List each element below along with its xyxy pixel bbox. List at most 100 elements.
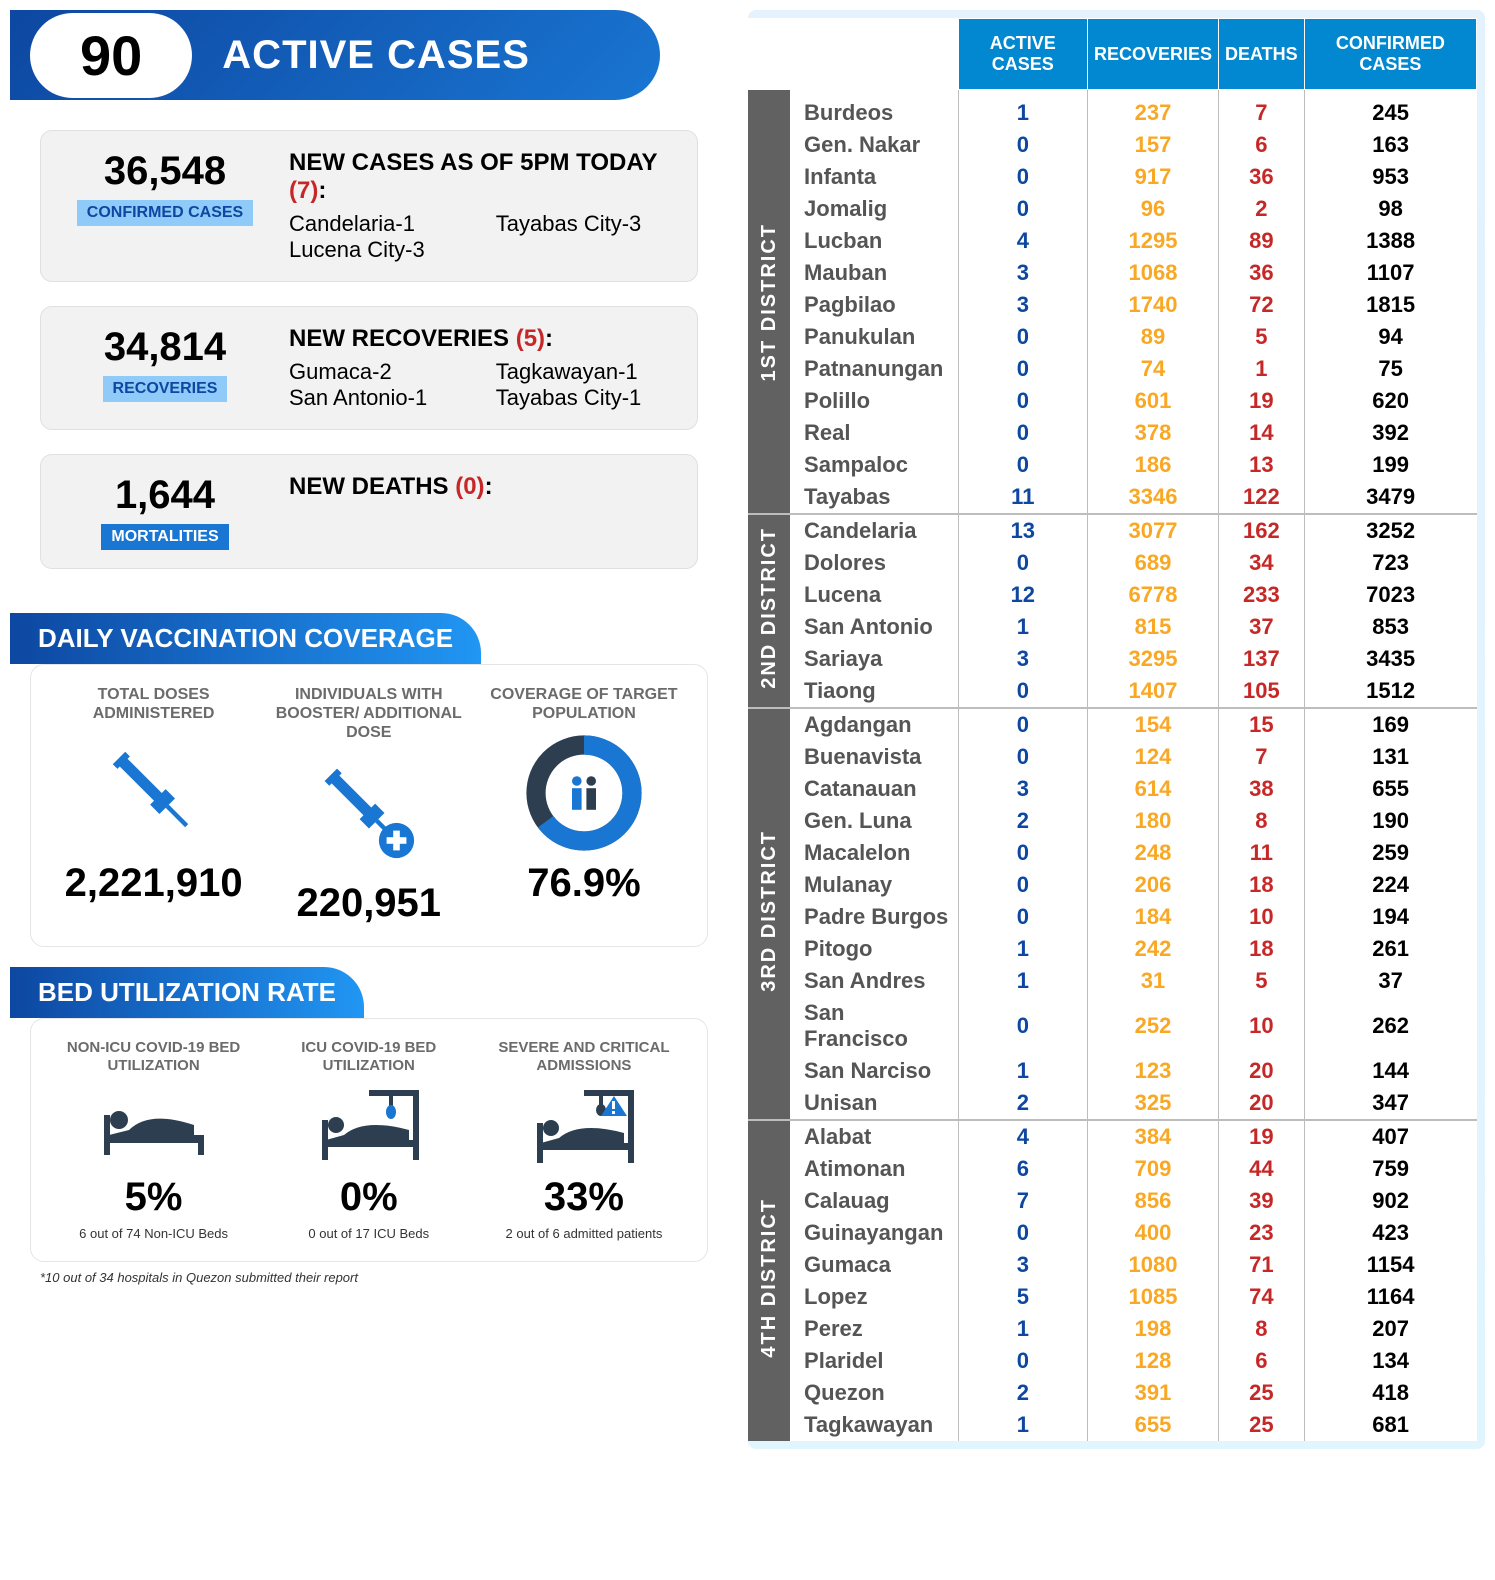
district-header: 4TH DISTRICT: [748, 1120, 790, 1441]
table-cell: 1154: [1304, 1249, 1476, 1281]
table-cell: 0: [958, 547, 1087, 579]
table-row: Pagbilao31740721815: [748, 289, 1476, 321]
table-cell: 815: [1087, 611, 1218, 643]
bed-section-title: BED UTILIZATION RATE: [10, 967, 364, 1018]
table-row: Pitogo124218261: [748, 933, 1476, 965]
table-cell: 1: [958, 611, 1087, 643]
table-cell: 347: [1304, 1087, 1476, 1120]
table-cell: 94: [1304, 321, 1476, 353]
table-cell: 1512: [1304, 675, 1476, 708]
list-item: Lucena City-3: [289, 237, 466, 263]
table-cell: 620: [1304, 385, 1476, 417]
table-cell: 1: [958, 1055, 1087, 1087]
table-cell: 18: [1219, 933, 1305, 965]
table-cell: 20: [1219, 1055, 1305, 1087]
district-header: 3RD DISTRICT: [748, 708, 790, 1120]
table-row: Tiaong014071051512: [748, 675, 1476, 708]
table-row: Patnanungan074175: [748, 353, 1476, 385]
table-cell: 902: [1304, 1185, 1476, 1217]
table-cell: San Antonio: [790, 611, 958, 643]
table-cell: 0: [958, 449, 1087, 481]
table-cell: 1: [1219, 353, 1305, 385]
table-cell: 0: [958, 869, 1087, 901]
table-cell: 206: [1087, 869, 1218, 901]
table-cell: 601: [1087, 385, 1218, 417]
table-cell: Pitogo: [790, 933, 958, 965]
table-cell: 186: [1087, 449, 1218, 481]
table-cell: 180: [1087, 805, 1218, 837]
table-cell: Macalelon: [790, 837, 958, 869]
table-cell: Infanta: [790, 161, 958, 193]
table-cell: 325: [1087, 1087, 1218, 1120]
table-cell: 11: [1219, 837, 1305, 869]
table-cell: 36: [1219, 257, 1305, 289]
table-row: Gumaca31080711154: [748, 1249, 1476, 1281]
table-cell: 6: [958, 1153, 1087, 1185]
table-cell: 1740: [1087, 289, 1218, 321]
table-cell: Mulanay: [790, 869, 958, 901]
table-row: Mulanay020618224: [748, 869, 1476, 901]
table-cell: 7: [958, 1185, 1087, 1217]
table-row: Gen. Luna21808190: [748, 805, 1476, 837]
vax-booster: INDIVIDUALS WITH BOOSTER/ ADDITIONAL DOS…: [266, 685, 471, 926]
bed-icu: ICU COVID-19 BED UTILIZATION 0% 0 out of…: [266, 1039, 471, 1241]
table-cell: 224: [1304, 869, 1476, 901]
table-cell: 10: [1219, 997, 1305, 1055]
list-item: San Antonio-1: [289, 385, 466, 411]
table-cell: 853: [1304, 611, 1476, 643]
district-table: ACTIVE CASES RECOVERIES DEATHS CONFIRMED…: [748, 18, 1477, 1441]
th-confirmed: CONFIRMED CASES: [1304, 19, 1476, 90]
table-cell: 0: [958, 129, 1087, 161]
list-item: Gumaca-2: [289, 359, 466, 385]
table-row: Catanauan361438655: [748, 773, 1476, 805]
table-cell: 134: [1304, 1345, 1476, 1377]
table-row: Macalelon024811259: [748, 837, 1476, 869]
table-cell: Dolores: [790, 547, 958, 579]
table-cell: Tagkawayan: [790, 1409, 958, 1441]
table-cell: 0: [958, 353, 1087, 385]
table-cell: 392: [1304, 417, 1476, 449]
table-cell: Gumaca: [790, 1249, 958, 1281]
recoveries-card: 34,814 RECOVERIES NEW RECOVERIES (5): Gu…: [40, 306, 698, 430]
table-cell: 0: [958, 1217, 1087, 1249]
table-cell: 6: [1219, 1345, 1305, 1377]
table-cell: 3: [958, 773, 1087, 805]
table-cell: 723: [1304, 547, 1476, 579]
list-item: Tayabas City-3: [496, 211, 673, 237]
table-cell: 89: [1087, 321, 1218, 353]
table-row: 2ND DISTRICTCandelaria1330771623252: [748, 514, 1476, 547]
table-cell: Lucena: [790, 579, 958, 611]
table-cell: 2: [958, 1087, 1087, 1120]
active-number: 90: [80, 24, 142, 87]
table-cell: Catanauan: [790, 773, 958, 805]
confirmed-items: Candelaria-1Lucena City-3Tayabas City-3: [289, 211, 673, 263]
table-row: Panukulan089594: [748, 321, 1476, 353]
table-cell: 0: [958, 193, 1087, 225]
table-row: San Andres131537: [748, 965, 1476, 997]
syringe-plus-icon: [266, 753, 471, 873]
table-header-row: ACTIVE CASES RECOVERIES DEATHS CONFIRMED…: [748, 19, 1476, 90]
confirmed-number: 36,548: [65, 149, 265, 194]
table-cell: 3479: [1304, 481, 1476, 514]
table-cell: 131: [1304, 741, 1476, 773]
table-cell: 418: [1304, 1377, 1476, 1409]
table-cell: 1388: [1304, 225, 1476, 257]
table-cell: 96: [1087, 193, 1218, 225]
table-cell: 1: [958, 1313, 1087, 1345]
table-cell: 252: [1087, 997, 1218, 1055]
table-cell: Real: [790, 417, 958, 449]
mortalities-number: 1,644: [65, 473, 265, 518]
table-row: Unisan232520347: [748, 1087, 1476, 1120]
table-cell: Alabat: [790, 1120, 958, 1153]
table-cell: 18: [1219, 869, 1305, 901]
table-cell: 44: [1219, 1153, 1305, 1185]
table-cell: Perez: [790, 1313, 958, 1345]
table-cell: 6778: [1087, 579, 1218, 611]
table-cell: 14: [1219, 417, 1305, 449]
table-cell: Sariaya: [790, 643, 958, 675]
table-cell: Lucban: [790, 225, 958, 257]
table-row: San Francisco025210262: [748, 997, 1476, 1055]
table-row: Lopez51085741164: [748, 1281, 1476, 1313]
table-cell: 0: [958, 161, 1087, 193]
table-row: Gen. Nakar01576163: [748, 129, 1476, 161]
